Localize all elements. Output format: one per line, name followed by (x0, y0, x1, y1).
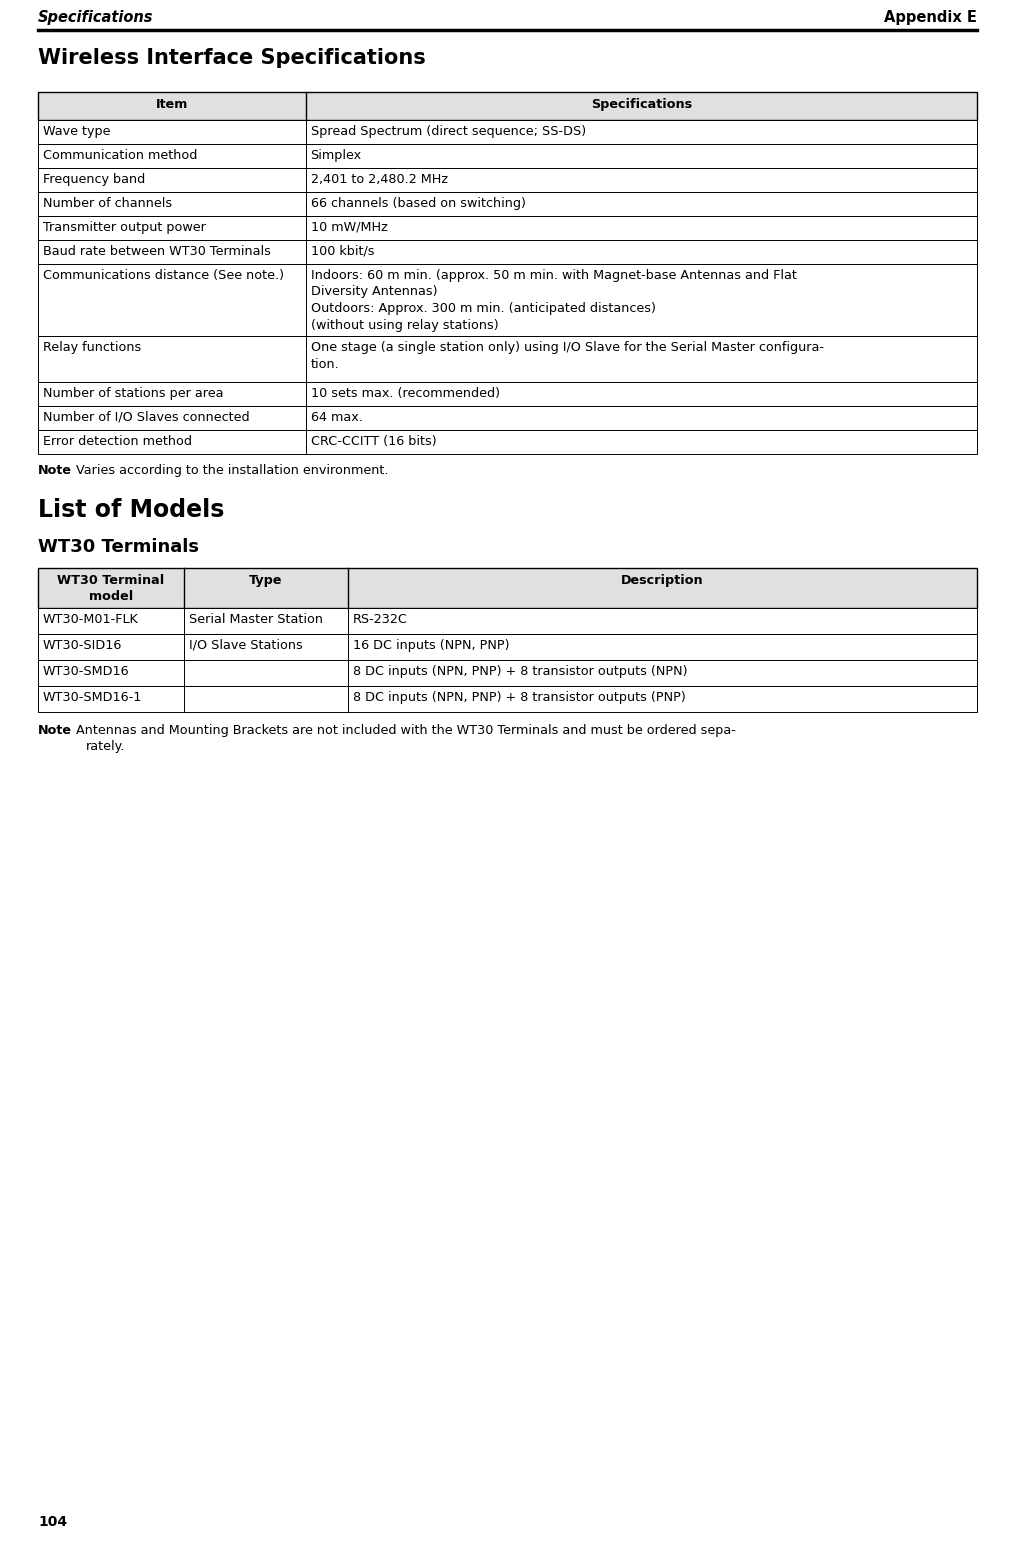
Text: Spread Spectrum (direct sequence; SS-DS): Spread Spectrum (direct sequence; SS-DS) (311, 125, 586, 137)
Bar (38, 430, 977, 454)
Text: Varies according to the installation environment.: Varies according to the installation env… (68, 464, 389, 477)
Text: WT30 Terminals: WT30 Terminals (38, 539, 199, 555)
Text: List of Models: List of Models (38, 498, 224, 522)
Bar (38, 660, 977, 687)
Bar (38, 143, 977, 168)
Text: CRC-CCITT (16 bits): CRC-CCITT (16 bits) (311, 435, 436, 447)
Bar (38, 241, 977, 264)
Bar (38, 93, 977, 120)
Text: 2,401 to 2,480.2 MHz: 2,401 to 2,480.2 MHz (311, 173, 448, 187)
Text: Note: Note (38, 464, 72, 477)
Text: Transmitter output power: Transmitter output power (43, 221, 206, 235)
Bar (38, 634, 977, 660)
Text: 16 DC inputs (NPN, PNP): 16 DC inputs (NPN, PNP) (353, 639, 510, 653)
Text: Serial Master Station: Serial Master Station (189, 613, 323, 626)
Text: Type: Type (249, 574, 282, 586)
Text: 10 sets max. (recommended): 10 sets max. (recommended) (311, 387, 499, 400)
Text: Wireless Interface Specifications: Wireless Interface Specifications (38, 48, 425, 68)
Bar (38, 336, 977, 383)
Text: Appendix E: Appendix E (884, 9, 977, 25)
Text: Number of channels: Number of channels (43, 198, 173, 210)
Text: WT30-SMD16-1: WT30-SMD16-1 (43, 691, 142, 704)
Text: Number of I/O Slaves connected: Number of I/O Slaves connected (43, 410, 250, 424)
Text: Wave type: Wave type (43, 125, 111, 137)
Text: 64 max.: 64 max. (311, 410, 362, 424)
Text: I/O Slave Stations: I/O Slave Stations (189, 639, 302, 653)
Bar (38, 191, 977, 216)
Text: Number of stations per area: Number of stations per area (43, 387, 223, 400)
Text: 100 kbit/s: 100 kbit/s (311, 245, 375, 258)
Text: One stage (a single station only) using I/O Slave for the Serial Master configur: One stage (a single station only) using … (311, 341, 823, 370)
Text: 8 DC inputs (NPN, PNP) + 8 transistor outputs (NPN): 8 DC inputs (NPN, PNP) + 8 transistor ou… (353, 665, 687, 677)
Bar (38, 216, 977, 241)
Bar (38, 264, 977, 336)
Text: RS-232C: RS-232C (353, 613, 408, 626)
Text: Communication method: Communication method (43, 150, 197, 162)
Text: Indoors: 60 m min. (approx. 50 m min. with Magnet-base Antennas and Flat
Diversi: Indoors: 60 m min. (approx. 50 m min. wi… (311, 268, 797, 332)
Text: Specifications: Specifications (38, 9, 153, 25)
Text: 8 DC inputs (NPN, PNP) + 8 transistor outputs (PNP): 8 DC inputs (NPN, PNP) + 8 transistor ou… (353, 691, 685, 704)
Text: Description: Description (621, 574, 703, 586)
Text: WT30 Terminal
model: WT30 Terminal model (57, 574, 164, 603)
Text: Frequency band: Frequency band (43, 173, 145, 187)
Text: Error detection method: Error detection method (43, 435, 192, 447)
Text: Communications distance (See note.): Communications distance (See note.) (43, 268, 284, 282)
Text: 10 mW/MHz: 10 mW/MHz (311, 221, 388, 235)
Bar (38, 568, 977, 608)
Bar (38, 168, 977, 191)
Bar (38, 120, 977, 143)
Text: Antennas and Mounting Brackets are not included with the WT30 Terminals and must: Antennas and Mounting Brackets are not i… (68, 724, 736, 738)
Text: 66 channels (based on switching): 66 channels (based on switching) (311, 198, 526, 210)
Bar (38, 406, 977, 430)
Text: Specifications: Specifications (591, 99, 692, 111)
Bar (38, 383, 977, 406)
Text: WT30-SMD16: WT30-SMD16 (43, 665, 130, 677)
Text: Note: Note (38, 724, 72, 738)
Text: Baud rate between WT30 Terminals: Baud rate between WT30 Terminals (43, 245, 271, 258)
Text: Relay functions: Relay functions (43, 341, 141, 353)
Text: Simplex: Simplex (311, 150, 361, 162)
Text: WT30-SID16: WT30-SID16 (43, 639, 123, 653)
Text: WT30-M01-FLK: WT30-M01-FLK (43, 613, 139, 626)
Bar (38, 687, 977, 711)
Text: 104: 104 (38, 1515, 67, 1529)
Bar (38, 608, 977, 634)
Text: Item: Item (155, 99, 188, 111)
Text: rately.: rately. (86, 741, 126, 753)
